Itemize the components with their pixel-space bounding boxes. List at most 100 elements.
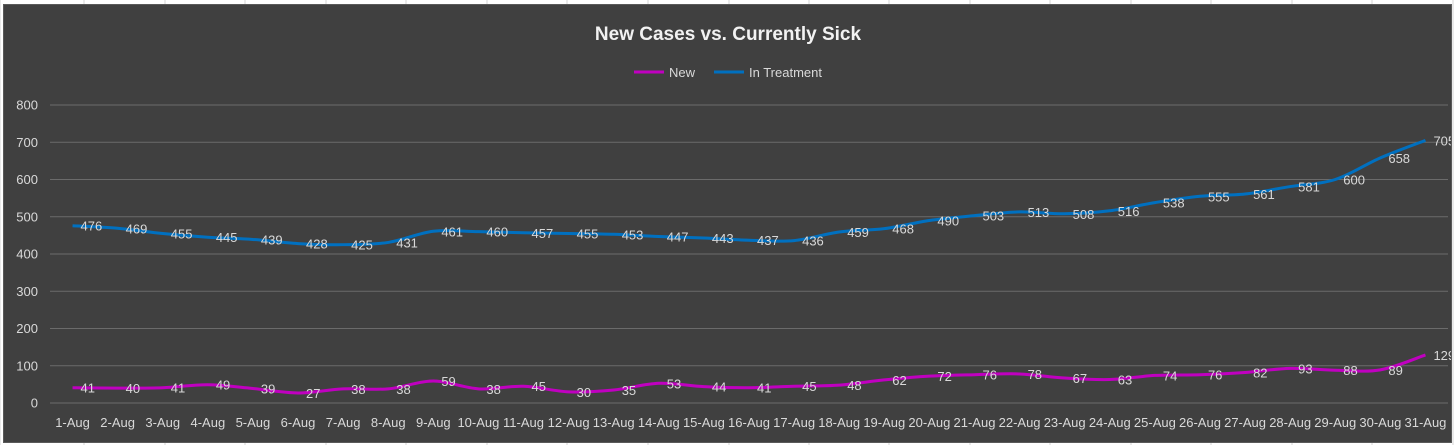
data-labels: 41 40 41 49 39 27 38 38 59 38 45 30 35 53 44 41 45 48 62 72… bbox=[81, 133, 1451, 401]
x-tick-label: 18-Aug bbox=[818, 415, 860, 430]
x-tick-label: 22-Aug bbox=[999, 415, 1041, 430]
data-label-new: 44 bbox=[712, 380, 726, 395]
series-line-new bbox=[72, 353, 1426, 395]
x-tick-label: 9-Aug bbox=[416, 415, 451, 430]
chart-title: New Cases vs. Currently Sick bbox=[595, 24, 862, 45]
data-label-new: 45 bbox=[802, 379, 816, 394]
data-label-in-treatment: 439 bbox=[261, 232, 283, 247]
y-tick-label: 0 bbox=[31, 396, 38, 411]
data-label-in-treatment: 461 bbox=[441, 224, 463, 239]
x-tick-label: 15-Aug bbox=[683, 415, 725, 430]
data-label-new: 35 bbox=[622, 383, 636, 398]
x-tick-label: 11-Aug bbox=[503, 415, 544, 430]
x-tick-label: 24-Aug bbox=[1089, 415, 1131, 430]
x-axis: 1-Aug 2-Aug 3-Aug 4-Aug 5-Aug 6-Aug 7-Aug 8-Aug… bbox=[55, 415, 1446, 430]
data-label-in-treatment: 476 bbox=[81, 219, 103, 234]
x-tick-label: 6-Aug bbox=[281, 415, 316, 430]
y-tick-label: 700 bbox=[16, 135, 38, 150]
data-label-new: 129 bbox=[1433, 348, 1451, 363]
data-label-in-treatment: 443 bbox=[712, 231, 734, 246]
data-label-in-treatment: 555 bbox=[1208, 189, 1230, 204]
x-tick-label: 26-Aug bbox=[1179, 415, 1221, 430]
data-label-new: 41 bbox=[171, 381, 185, 396]
data-label-new: 49 bbox=[216, 378, 230, 393]
x-tick-label: 23-Aug bbox=[1044, 415, 1086, 430]
data-label-in-treatment: 425 bbox=[351, 238, 373, 253]
data-label-in-treatment: 490 bbox=[937, 213, 959, 228]
x-tick-label: 21-Aug bbox=[954, 415, 996, 430]
data-label-new: 53 bbox=[667, 376, 681, 391]
data-label-in-treatment: 503 bbox=[982, 209, 1004, 224]
x-tick-label: 8-Aug bbox=[371, 415, 406, 430]
y-axis: 0 100 200 300 400 500 600 700 800 bbox=[16, 98, 38, 411]
x-tick-label: 1-Aug bbox=[55, 415, 90, 430]
legend-label: In Treatment bbox=[749, 65, 822, 80]
data-label-in-treatment: 460 bbox=[486, 225, 508, 240]
x-tick-label: 3-Aug bbox=[145, 415, 180, 430]
data-label-new: 76 bbox=[1208, 368, 1222, 383]
x-tick-label: 16-Aug bbox=[728, 415, 770, 430]
data-label-in-treatment: 600 bbox=[1343, 173, 1365, 188]
data-label-new: 93 bbox=[1298, 361, 1312, 376]
x-tick-label: 25-Aug bbox=[1134, 415, 1176, 430]
y-tick-label: 200 bbox=[16, 321, 38, 336]
data-label-new: 88 bbox=[1343, 363, 1357, 378]
data-label-in-treatment: 455 bbox=[171, 227, 193, 242]
data-label-new: 38 bbox=[486, 382, 500, 397]
data-label-in-treatment: 455 bbox=[577, 227, 599, 242]
data-label-new: 59 bbox=[441, 374, 455, 389]
data-label-in-treatment: 431 bbox=[396, 235, 418, 250]
data-label-new: 48 bbox=[847, 378, 861, 393]
data-label-in-treatment: 705 bbox=[1433, 133, 1451, 148]
data-label-new: 76 bbox=[982, 368, 996, 383]
data-label-in-treatment: 658 bbox=[1388, 151, 1410, 166]
data-label-in-treatment: 436 bbox=[802, 234, 824, 249]
legend-label: New bbox=[669, 65, 696, 80]
y-tick-label: 400 bbox=[16, 247, 38, 262]
data-label-in-treatment: 437 bbox=[757, 233, 779, 248]
data-label-new: 67 bbox=[1073, 371, 1087, 386]
gridlines bbox=[50, 104, 1448, 404]
data-label-in-treatment: 459 bbox=[847, 225, 869, 240]
x-tick-label: 2-Aug bbox=[100, 415, 135, 430]
data-label-in-treatment: 457 bbox=[532, 226, 554, 241]
legend: New In Treatment bbox=[634, 65, 822, 80]
x-tick-label: 17-Aug bbox=[773, 415, 815, 430]
data-label-in-treatment: 428 bbox=[306, 237, 328, 252]
data-label-in-treatment: 445 bbox=[216, 230, 238, 245]
data-label-in-treatment: 468 bbox=[892, 222, 914, 237]
x-tick-label: 30-Aug bbox=[1359, 415, 1401, 430]
x-tick-label: 10-Aug bbox=[457, 415, 499, 430]
data-label-in-treatment: 581 bbox=[1298, 180, 1320, 195]
x-tick-label: 4-Aug bbox=[190, 415, 225, 430]
data-label-in-treatment: 513 bbox=[1028, 205, 1050, 220]
x-tick-label: 12-Aug bbox=[548, 415, 590, 430]
line-chart: New Cases vs. Currently Sick New In Treat… bbox=[16, 24, 1451, 430]
x-tick-label: 13-Aug bbox=[593, 415, 635, 430]
x-tick-label: 5-Aug bbox=[236, 415, 271, 430]
data-label-new: 27 bbox=[306, 386, 320, 401]
x-tick-label: 31-Aug bbox=[1404, 415, 1446, 430]
data-label-new: 30 bbox=[577, 385, 591, 400]
data-label-new: 40 bbox=[126, 381, 140, 396]
data-label-new: 63 bbox=[1118, 373, 1132, 388]
data-label-new: 82 bbox=[1253, 365, 1267, 380]
x-tick-label: 14-Aug bbox=[638, 415, 680, 430]
x-tick-label: 29-Aug bbox=[1314, 415, 1356, 430]
data-label-in-treatment: 508 bbox=[1073, 207, 1095, 222]
data-label-new: 78 bbox=[1028, 367, 1042, 382]
data-label-in-treatment: 516 bbox=[1118, 204, 1140, 219]
chart-area[interactable]: New Cases vs. Currently Sick New In Treat… bbox=[3, 4, 1452, 443]
y-tick-label: 100 bbox=[16, 358, 38, 373]
y-tick-label: 600 bbox=[16, 172, 38, 187]
y-tick-label: 500 bbox=[16, 209, 38, 224]
data-label-new: 74 bbox=[1163, 368, 1177, 383]
x-tick-label: 20-Aug bbox=[908, 415, 950, 430]
x-tick-label: 19-Aug bbox=[863, 415, 905, 430]
data-label-new: 38 bbox=[396, 382, 410, 397]
data-label-new: 39 bbox=[261, 381, 275, 396]
x-tick-label: 27-Aug bbox=[1224, 415, 1266, 430]
data-label-in-treatment: 538 bbox=[1163, 196, 1185, 211]
data-label-new: 38 bbox=[351, 382, 365, 397]
data-label-new: 62 bbox=[892, 373, 906, 388]
